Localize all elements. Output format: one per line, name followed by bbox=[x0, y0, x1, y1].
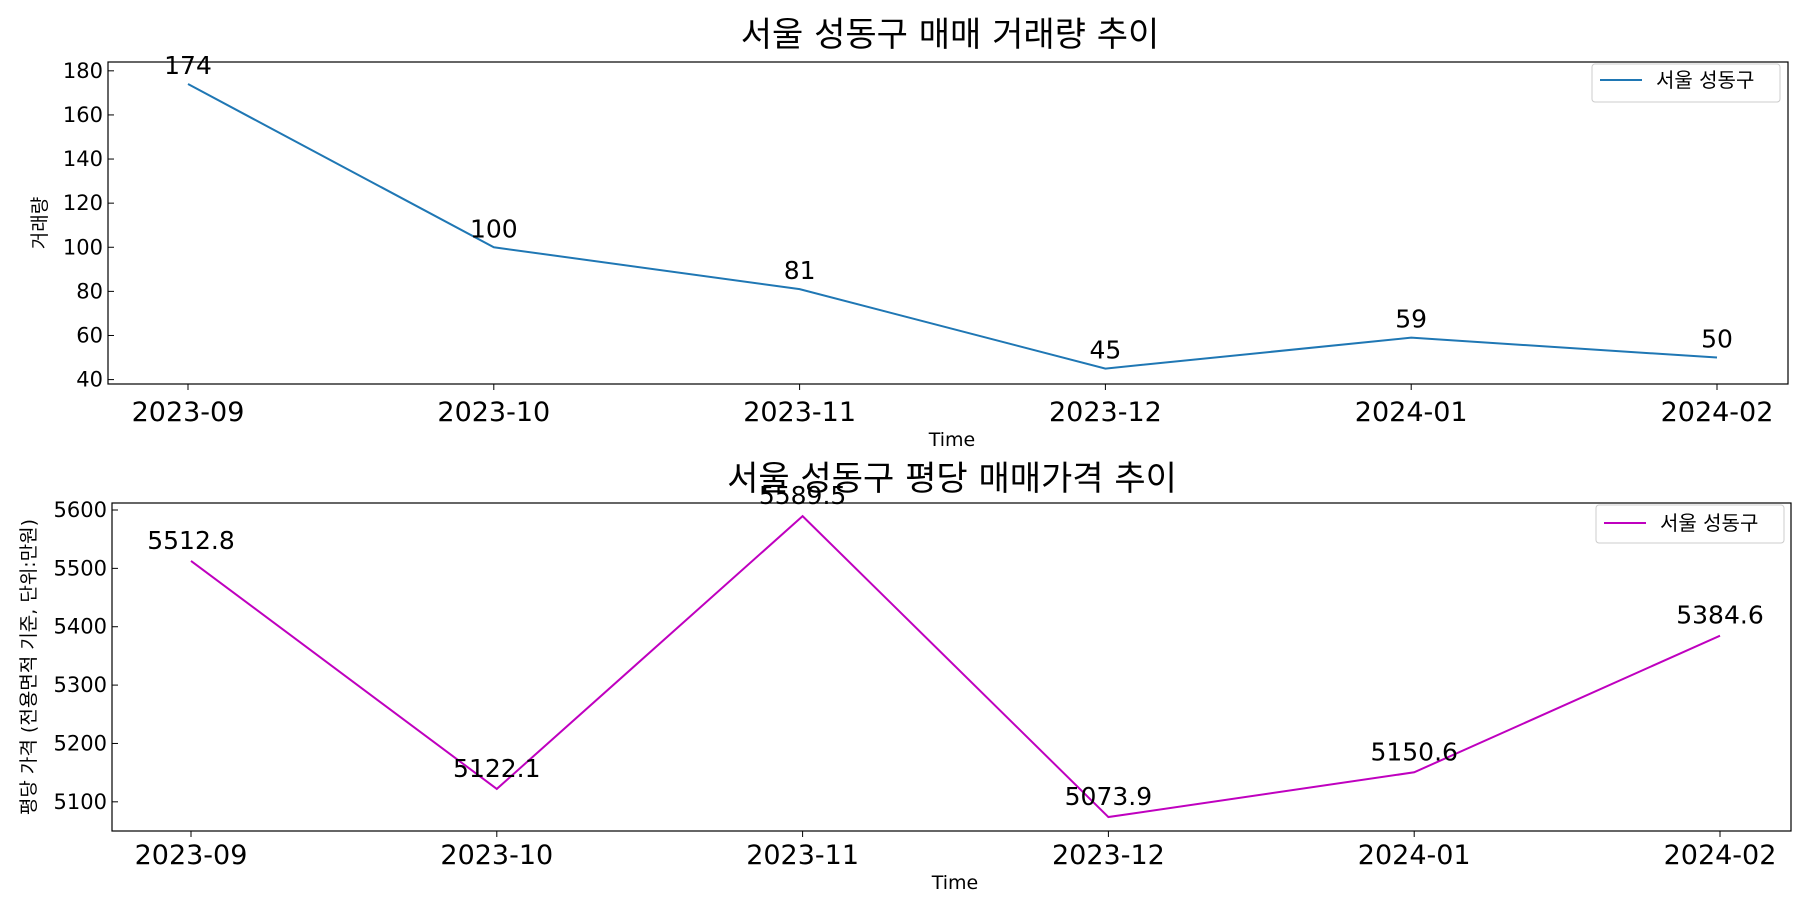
y-tick-label: 5500 bbox=[54, 556, 107, 580]
price-series bbox=[190, 514, 1721, 819]
data-label: 50 bbox=[1701, 325, 1733, 354]
x-tick-label: 2023-12 bbox=[1049, 397, 1162, 428]
y-tick-label: 160 bbox=[63, 103, 103, 127]
y-tick-label: 80 bbox=[76, 279, 103, 303]
data-label: 59 bbox=[1395, 305, 1427, 334]
x-tick-label: 2023-10 bbox=[437, 397, 550, 428]
data-label: 5150.6 bbox=[1370, 737, 1457, 766]
data-label: 100 bbox=[470, 214, 518, 243]
volume-x-axis-label: Time bbox=[928, 429, 976, 451]
y-tick-label: 5300 bbox=[54, 673, 107, 697]
x-tick-label: 2023-11 bbox=[743, 397, 856, 428]
y-tick-label: 5200 bbox=[54, 731, 107, 755]
x-tick-label: 2024-01 bbox=[1358, 840, 1471, 871]
data-label: 5384.6 bbox=[1676, 601, 1763, 630]
x-tick-label: 2023-12 bbox=[1052, 840, 1165, 871]
series-line bbox=[190, 514, 1721, 819]
data-label: 174 bbox=[164, 51, 212, 80]
y-tick-label: 40 bbox=[76, 368, 103, 392]
y-tick-label: 5600 bbox=[54, 498, 107, 522]
data-label: 5589.5 bbox=[759, 481, 846, 510]
x-tick-label: 2023-11 bbox=[746, 840, 859, 871]
x-tick-label: 2023-10 bbox=[440, 840, 553, 871]
volume-chart: 서울 성동구 매매 거래량 추이 거래량 Time 40 60 80 100 120 14… bbox=[29, 15, 1789, 451]
data-label: 5512.8 bbox=[147, 526, 234, 555]
price-legend: 서울 성동구 bbox=[1595, 504, 1785, 544]
x-tick-label: 2024-02 bbox=[1664, 840, 1777, 871]
volume-series bbox=[187, 83, 1718, 370]
data-label: 45 bbox=[1089, 336, 1121, 365]
volume-y-ticks: 40 60 80 100 120 140 160 180 bbox=[63, 59, 114, 392]
price-x-axis-label: Time bbox=[931, 872, 979, 894]
data-label: 81 bbox=[784, 256, 816, 285]
price-legend-label: 서울 성동구 bbox=[1660, 511, 1758, 535]
y-tick-label: 140 bbox=[63, 147, 103, 171]
volume-x-ticks: 2023-09 2023-10 2023-11 2023-12 2024-01 2024-… bbox=[132, 384, 1774, 428]
volume-legend-label: 서울 성동구 bbox=[1656, 68, 1754, 92]
data-label: 5073.9 bbox=[1065, 782, 1152, 811]
price-legend-box bbox=[1595, 504, 1785, 544]
price-y-axis-label: 평당 가격 (전용면적 기준, 단위:만원) bbox=[18, 519, 40, 815]
volume-y-axis-label: 거래량 bbox=[29, 197, 51, 249]
price-x-ticks: 2023-09 2023-10 2023-11 2023-12 2024-01 2024-… bbox=[135, 831, 1777, 871]
volume-legend: 서울 성동구 bbox=[1591, 63, 1781, 103]
x-tick-label: 2023-09 bbox=[135, 840, 248, 871]
x-tick-label: 2024-01 bbox=[1355, 397, 1468, 428]
x-tick-label: 2024-02 bbox=[1661, 397, 1774, 428]
y-tick-label: 180 bbox=[63, 59, 103, 83]
price-data-labels: 5512.8 5122.1 5589.5 5073.9 5150.6 5384.6 bbox=[147, 481, 1763, 811]
volume-data-labels: 174 100 81 45 59 50 bbox=[164, 51, 1733, 365]
price-y-ticks: 5100 5200 5300 5400 5500 5600 bbox=[54, 498, 118, 814]
y-tick-label: 60 bbox=[76, 323, 103, 347]
volume-legend-box bbox=[1591, 63, 1781, 103]
volume-plot-frame bbox=[107, 61, 1789, 385]
volume-chart-title: 서울 성동구 매매 거래량 추이 bbox=[741, 15, 1160, 55]
y-tick-label: 5400 bbox=[54, 615, 107, 639]
y-tick-label: 120 bbox=[63, 191, 103, 215]
price-chart: 서울 성동구 평당 매매가격 추이 평당 가격 (전용면적 기준, 단위:만원)… bbox=[18, 459, 1792, 894]
series-line bbox=[187, 83, 1718, 370]
x-tick-label: 2023-09 bbox=[132, 397, 245, 428]
y-tick-label: 100 bbox=[63, 235, 103, 259]
price-plot-frame bbox=[111, 502, 1792, 832]
data-label: 5122.1 bbox=[453, 754, 540, 783]
y-tick-label: 5100 bbox=[54, 790, 107, 814]
price-chart-title: 서울 성동구 평당 매매가격 추이 bbox=[727, 459, 1177, 499]
